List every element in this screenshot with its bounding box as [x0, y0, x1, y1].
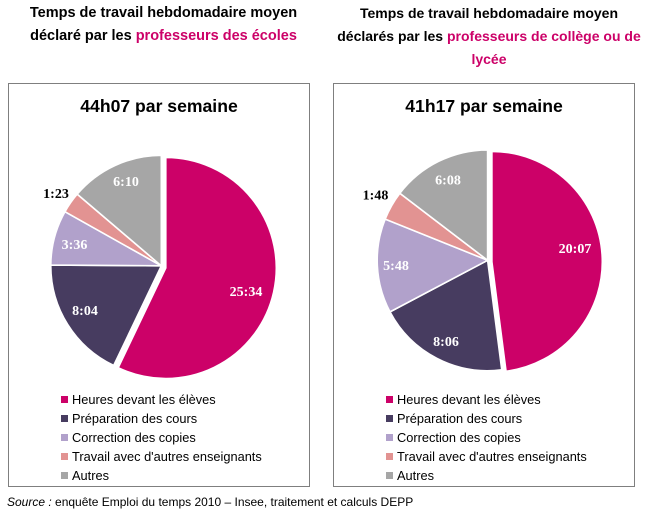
svg-text:6:10: 6:10: [113, 175, 139, 190]
svg-text:5:48: 5:48: [383, 259, 409, 274]
svg-text:8:04: 8:04: [72, 304, 98, 319]
svg-text:8:06: 8:06: [433, 335, 459, 350]
svg-text:25:34: 25:34: [230, 285, 263, 300]
svg-text:20:07: 20:07: [559, 242, 592, 257]
svg-text:1:23: 1:23: [43, 187, 69, 202]
svg-text:1:48: 1:48: [363, 189, 389, 204]
svg-text:6:08: 6:08: [435, 174, 461, 189]
svg-text:3:36: 3:36: [62, 238, 88, 253]
